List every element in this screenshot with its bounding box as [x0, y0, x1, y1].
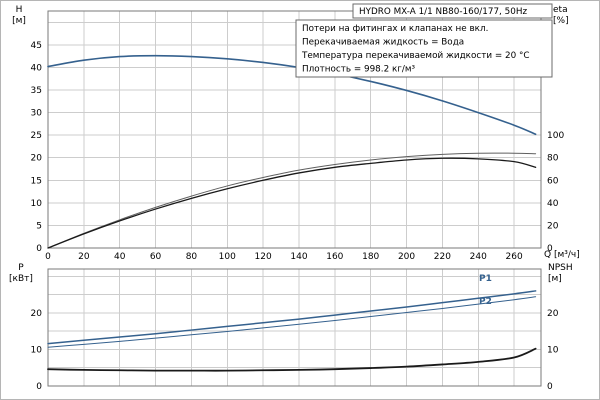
chart-title-box: HYDRO MX-A 1/1 NB80-160/177, 50Hz	[352, 3, 553, 19]
axis-tick-label: 20	[547, 221, 559, 231]
npsh-axis-symbol: NPSH	[548, 263, 573, 273]
axis-tick-label: HYDRO MX-A 1/1 NB80-160/177, 50Hz	[359, 7, 527, 17]
eta-axis-symbol: eta	[553, 5, 568, 15]
axis-tick-label: 160	[326, 252, 343, 262]
eta-axis-unit: [%]	[553, 16, 569, 26]
lower-left-axis-title: P [кВт]	[4, 263, 38, 285]
plot-frame	[47, 10, 542, 249]
axis-tick-label: 15	[31, 176, 42, 186]
curve-eta-a	[47, 152, 537, 249]
axis-tick-label: 30	[31, 109, 43, 119]
axis-tick-label: 100	[547, 131, 564, 141]
tick-labels: 0 10 20 0 10 20	[31, 309, 559, 392]
axis-tick-label: 5	[36, 221, 42, 231]
axis-tick-label: 0	[36, 382, 42, 392]
curve-eta-b	[47, 157, 537, 249]
axis-tick-label: 10	[31, 345, 43, 355]
axis-tick-label: 40	[31, 63, 43, 73]
axis-tick-label: 240	[470, 252, 487, 262]
axis-tick-label: 40	[547, 199, 559, 209]
axis-tick-label: 20	[31, 154, 43, 164]
axis-tick-label: 20	[547, 309, 559, 319]
p-axis-unit: [кВт]	[9, 274, 33, 284]
axis-tick-label: 140	[290, 252, 307, 262]
axis-tick-label: 25	[31, 131, 42, 141]
info-box: Потери на фитингах и клапанах не вкл. Пер…	[295, 19, 553, 78]
chart-title-box-frame	[352, 3, 553, 19]
curve-label-p2: P2	[479, 297, 492, 307]
curve-P2	[47, 296, 537, 348]
npsh-axis-unit: [м]	[548, 274, 562, 284]
curve-P1	[47, 290, 537, 345]
axis-tick-label: 40	[114, 252, 126, 262]
axis-tick-label: 200	[398, 252, 415, 262]
axis-tick-label: 0	[547, 244, 553, 254]
axis-tick-label: 20	[78, 252, 90, 262]
plot-frame	[47, 268, 542, 387]
axis-tick-label: 10	[547, 345, 559, 355]
axis-tick-label: Плотность = 998.2 кг/м³	[302, 65, 416, 75]
x-axis-label: Q [м³/ч]	[544, 250, 580, 260]
lower-chart: 0 10 20 0 10 20	[31, 268, 559, 392]
axis-tick-label: 220	[434, 252, 451, 262]
axis-tick-label: 80	[547, 154, 559, 164]
axis-tick-label: 0	[45, 252, 51, 262]
axis-tick-label: 120	[255, 252, 272, 262]
upper-right-axis-title: eta [%]	[553, 5, 598, 27]
axis-tick-label: 45	[31, 41, 42, 51]
axis-tick-label: 10	[31, 199, 43, 209]
axis-tick-label: Потери на фитингах и клапанах не вкл.	[302, 24, 488, 34]
tick-labels: 0 5 10 15 20 25 30 35 40 45 0 20 40 60 80 100 0 20 40 60 80 1…	[31, 41, 565, 262]
axis-tick-label: 80	[186, 252, 198, 262]
axis-tick-label: Температура перекачиваемой жидкости = 20…	[301, 51, 530, 61]
h-axis-unit: [м]	[12, 16, 26, 26]
axis-tick-label: 0	[547, 382, 553, 392]
gridlines	[48, 269, 541, 386]
axis-tick-label: 0	[36, 244, 42, 254]
curve-label-p1: P1	[479, 274, 492, 284]
p-axis-symbol: P	[18, 263, 24, 273]
lower-right-axis-title: NPSH [м]	[548, 263, 599, 285]
axis-tick-label: Перекачиваемая жидкость = Вода	[302, 38, 464, 48]
axis-tick-label: 60	[150, 252, 162, 262]
axis-tick-label: 180	[362, 252, 379, 262]
h-axis-symbol: H	[15, 5, 23, 15]
upper-left-axis-title: H [м]	[4, 5, 34, 27]
info-box-frame	[295, 19, 553, 78]
axis-tick-label: 20	[31, 309, 43, 319]
upper-chart: HYDRO MX-A 1/1 NB80-160/177, 50Hz Потери …	[31, 3, 565, 262]
axis-tick-label: 35	[31, 86, 42, 96]
curve-NPSH	[47, 347, 537, 372]
axis-tick-label: 100	[219, 252, 236, 262]
axis-tick-label: 260	[506, 252, 523, 262]
axis-tick-label: 60	[547, 176, 559, 186]
